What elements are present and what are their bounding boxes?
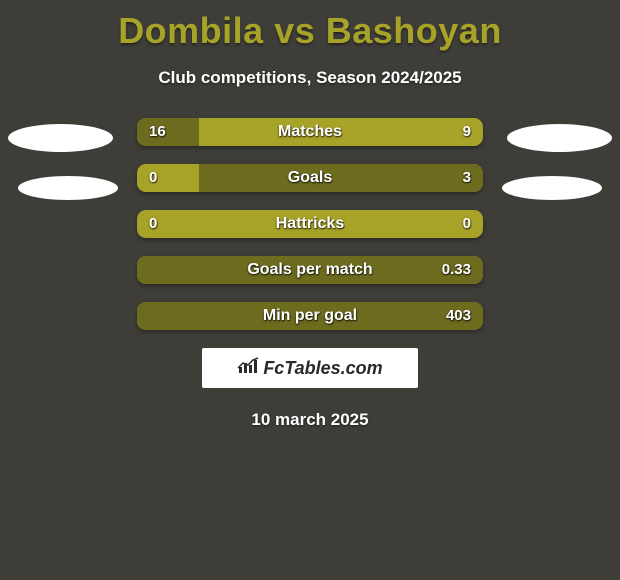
stat-bars: 169Matches 03Goals 00Hattricks 0.33Goals pe… (137, 118, 483, 330)
stat-row: 169Matches (137, 118, 483, 146)
stat-label: Hattricks (137, 210, 483, 238)
player-right-oval-1 (507, 124, 612, 152)
stat-row: 00Hattricks (137, 210, 483, 238)
stat-label: Matches (137, 118, 483, 146)
player-left-oval-1 (8, 124, 113, 152)
player-left-oval-2 (18, 176, 118, 200)
bar-chart-icon (237, 357, 259, 380)
page-subtitle: Club competitions, Season 2024/2025 (0, 68, 620, 88)
stat-row: 403Min per goal (137, 302, 483, 330)
stat-label: Min per goal (137, 302, 483, 330)
date-label: 10 march 2025 (0, 410, 620, 430)
stat-row: 0.33Goals per match (137, 256, 483, 284)
stat-label: Goals per match (137, 256, 483, 284)
brand-text: FcTables.com (263, 358, 382, 379)
page-title: Dombila vs Bashoyan (0, 0, 620, 52)
comparison-section: 169Matches 03Goals 00Hattricks 0.33Goals pe… (0, 118, 620, 430)
brand-badge[interactable]: FcTables.com (202, 348, 418, 388)
stat-label: Goals (137, 164, 483, 192)
player-right-oval-2 (502, 176, 602, 200)
stat-row: 03Goals (137, 164, 483, 192)
